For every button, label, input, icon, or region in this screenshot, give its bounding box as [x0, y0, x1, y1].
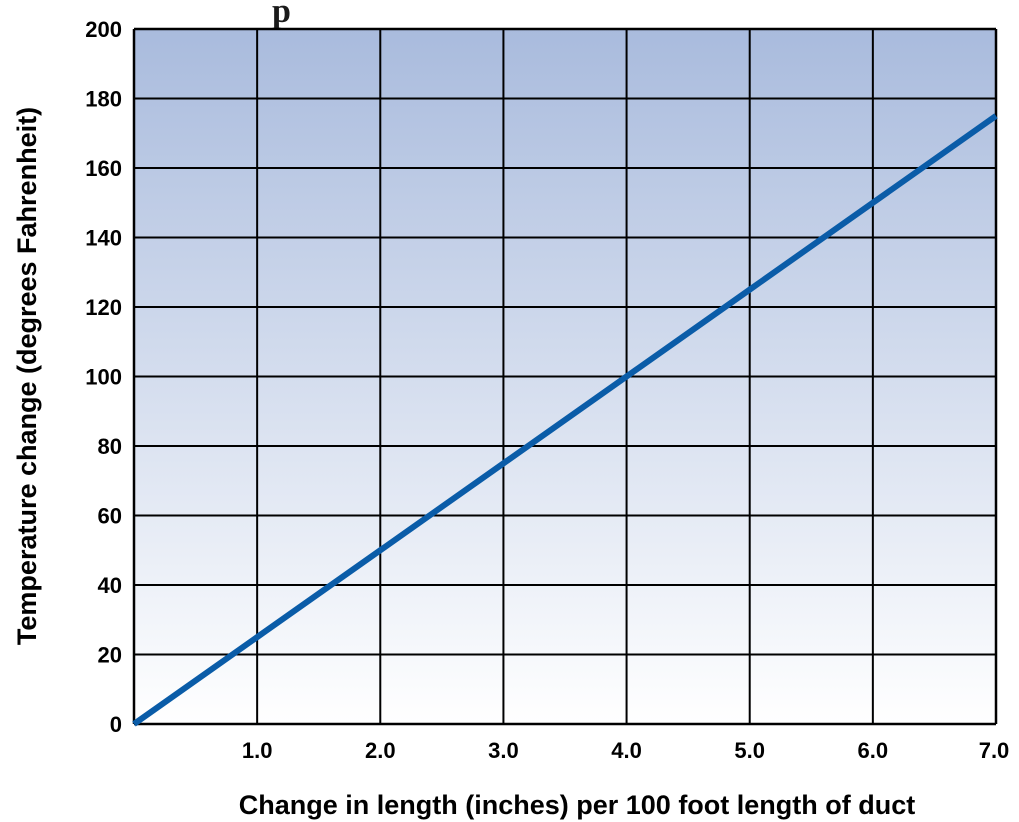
x-tick-label: 5.0 [734, 738, 765, 763]
y-tick-label: 120 [85, 295, 122, 320]
x-tick-label: 1.0 [242, 738, 273, 763]
y-tick-label: 180 [85, 87, 122, 112]
y-axis-label: Temperature change (degrees Fahrenheit) [12, 107, 42, 645]
x-tick-labels: 1.0 2.0 3.0 4.0 5.0 6.0 7.0 [242, 738, 1009, 763]
y-tick-label: 140 [85, 226, 122, 251]
y-tick-label: 100 [85, 365, 122, 390]
x-tick-label: 4.0 [611, 738, 642, 763]
y-tick-label: 60 [98, 504, 122, 529]
x-tick-label: 2.0 [365, 738, 396, 763]
x-axis-label: Change in length (inches) per 100 foot l… [239, 790, 916, 820]
y-tick-label: 20 [98, 643, 122, 668]
series-group [132, 113, 998, 727]
x-tick-label: 6.0 [858, 738, 889, 763]
y-tick-labels: 0 20 40 60 80 100 120 140 160 180 200 [85, 17, 122, 737]
y-tick-label: 80 [98, 434, 122, 459]
y-tick-label: 0 [110, 712, 122, 737]
chart-title-fragment: p [272, 0, 291, 30]
series-line [132, 113, 998, 727]
x-tick-label: 7.0 [979, 738, 1010, 763]
y-tick-label: 200 [85, 17, 122, 42]
y-tick-label: 40 [98, 573, 122, 598]
grid [132, 27, 998, 726]
x-tick-label: 3.0 [488, 738, 519, 763]
y-tick-label: 160 [85, 156, 122, 181]
